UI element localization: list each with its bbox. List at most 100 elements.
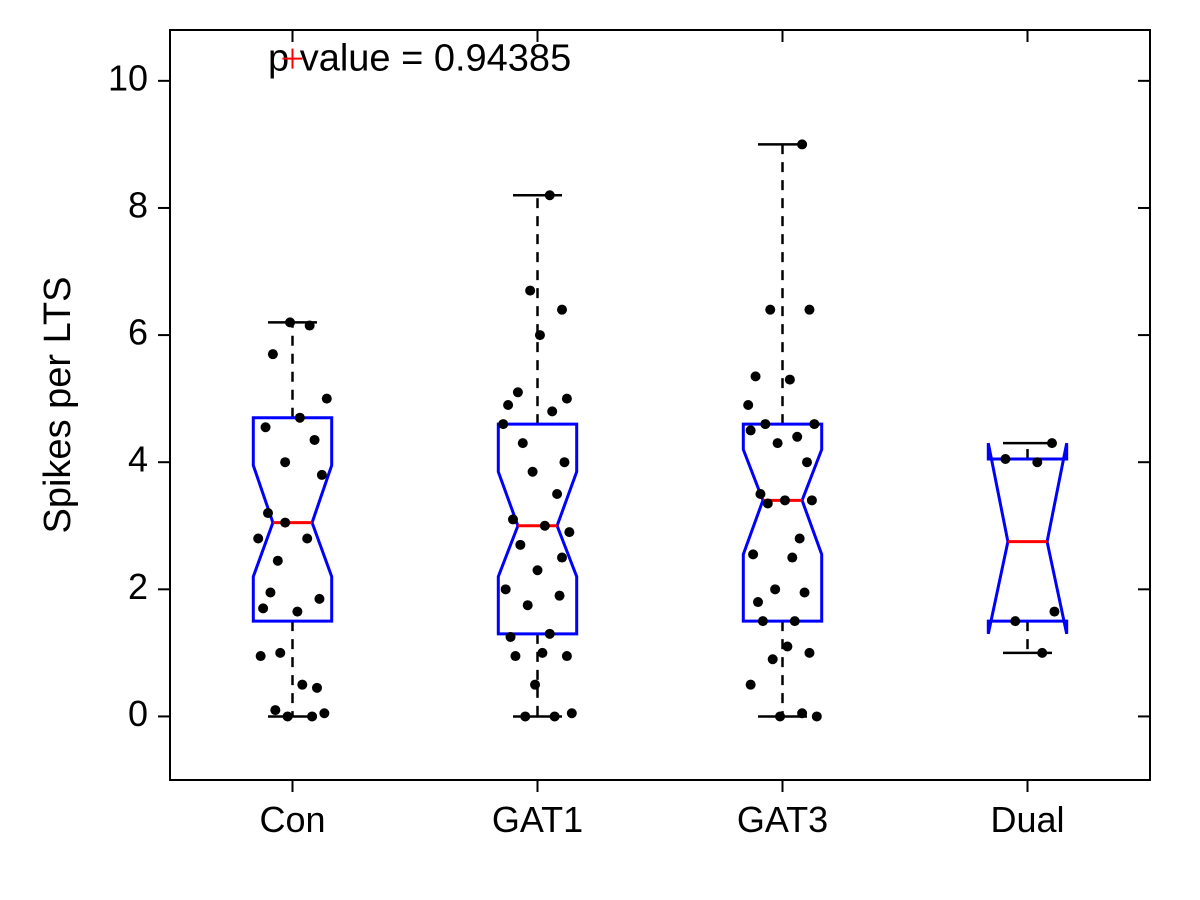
data-point bbox=[743, 400, 753, 410]
data-point bbox=[253, 533, 263, 543]
data-point bbox=[265, 588, 275, 598]
data-point bbox=[305, 321, 315, 331]
data-point bbox=[770, 584, 780, 594]
y-axis-label: Spikes per LTS bbox=[37, 277, 79, 534]
data-point bbox=[501, 584, 511, 594]
data-point bbox=[283, 711, 293, 721]
data-point bbox=[804, 648, 814, 658]
y-tick-label: 2 bbox=[128, 566, 148, 607]
data-point bbox=[280, 457, 290, 467]
box-outline bbox=[498, 424, 576, 634]
data-point bbox=[528, 467, 538, 477]
data-point bbox=[792, 432, 802, 442]
data-point bbox=[506, 632, 516, 642]
data-point bbox=[807, 495, 817, 505]
data-point bbox=[755, 489, 765, 499]
data-point bbox=[503, 400, 513, 410]
y-tick-label: 8 bbox=[128, 184, 148, 225]
data-point bbox=[520, 711, 530, 721]
data-point bbox=[525, 286, 535, 296]
y-tick-label: 10 bbox=[108, 57, 148, 98]
data-point bbox=[562, 651, 572, 661]
data-point bbox=[775, 711, 785, 721]
p-value-annotation: p value = 0.94385 bbox=[268, 38, 571, 80]
data-point bbox=[261, 422, 271, 432]
data-point bbox=[773, 438, 783, 448]
data-point bbox=[748, 549, 758, 559]
data-point bbox=[314, 594, 324, 604]
data-point bbox=[510, 651, 520, 661]
data-point bbox=[567, 708, 577, 718]
data-point bbox=[273, 556, 283, 566]
data-point bbox=[782, 642, 792, 652]
data-point bbox=[270, 705, 280, 715]
data-point bbox=[530, 680, 540, 690]
data-point bbox=[1049, 607, 1059, 617]
data-point bbox=[812, 711, 822, 721]
data-point bbox=[562, 394, 572, 404]
x-tick-label: GAT3 bbox=[737, 799, 828, 840]
data-point bbox=[790, 616, 800, 626]
y-tick-label: 4 bbox=[128, 439, 148, 480]
data-point bbox=[302, 533, 312, 543]
data-point bbox=[552, 489, 562, 499]
data-point bbox=[751, 371, 761, 381]
data-point bbox=[800, 588, 810, 598]
data-point bbox=[564, 527, 574, 537]
data-point bbox=[533, 565, 543, 575]
data-point bbox=[280, 518, 290, 528]
data-point bbox=[746, 680, 756, 690]
data-point bbox=[557, 553, 567, 563]
data-point bbox=[498, 419, 508, 429]
box-outline bbox=[253, 418, 331, 621]
box-outline bbox=[743, 424, 821, 621]
data-point bbox=[809, 419, 819, 429]
x-tick-label: GAT1 bbox=[492, 799, 583, 840]
data-point bbox=[317, 470, 327, 480]
boxplot-chart: 0246810Spikes per LTSConGAT1GAT3Dualp va… bbox=[0, 0, 1200, 900]
data-point bbox=[515, 540, 525, 550]
data-point bbox=[518, 438, 528, 448]
data-point bbox=[1047, 438, 1057, 448]
data-point bbox=[312, 683, 322, 693]
data-point bbox=[292, 607, 302, 617]
data-point bbox=[1032, 457, 1042, 467]
data-point bbox=[310, 435, 320, 445]
data-point bbox=[758, 616, 768, 626]
data-point bbox=[258, 603, 268, 613]
data-point bbox=[295, 413, 305, 423]
data-point bbox=[802, 457, 812, 467]
data-point bbox=[780, 495, 790, 505]
data-point bbox=[263, 508, 273, 518]
y-tick-label: 6 bbox=[128, 312, 148, 353]
data-point bbox=[555, 591, 565, 601]
box-con bbox=[253, 49, 332, 722]
data-point bbox=[319, 708, 329, 718]
box-outline bbox=[988, 443, 1066, 634]
data-point bbox=[545, 190, 555, 200]
data-point bbox=[547, 406, 557, 416]
x-tick-label: Dual bbox=[990, 799, 1064, 840]
data-point bbox=[508, 514, 518, 524]
data-point bbox=[1000, 454, 1010, 464]
data-point bbox=[763, 499, 773, 509]
data-point bbox=[804, 305, 814, 315]
data-point bbox=[268, 349, 278, 359]
data-point bbox=[1037, 648, 1047, 658]
data-point bbox=[256, 651, 266, 661]
data-point bbox=[535, 330, 545, 340]
data-point bbox=[285, 317, 295, 327]
data-point bbox=[545, 629, 555, 639]
data-point bbox=[787, 553, 797, 563]
data-point bbox=[557, 305, 567, 315]
data-point bbox=[540, 521, 550, 531]
data-point bbox=[559, 457, 569, 467]
data-point bbox=[797, 139, 807, 149]
data-point bbox=[746, 425, 756, 435]
data-point bbox=[1010, 616, 1020, 626]
data-point bbox=[523, 600, 533, 610]
data-point bbox=[307, 711, 317, 721]
data-point bbox=[275, 648, 285, 658]
data-point bbox=[785, 375, 795, 385]
box-dual bbox=[988, 438, 1066, 658]
